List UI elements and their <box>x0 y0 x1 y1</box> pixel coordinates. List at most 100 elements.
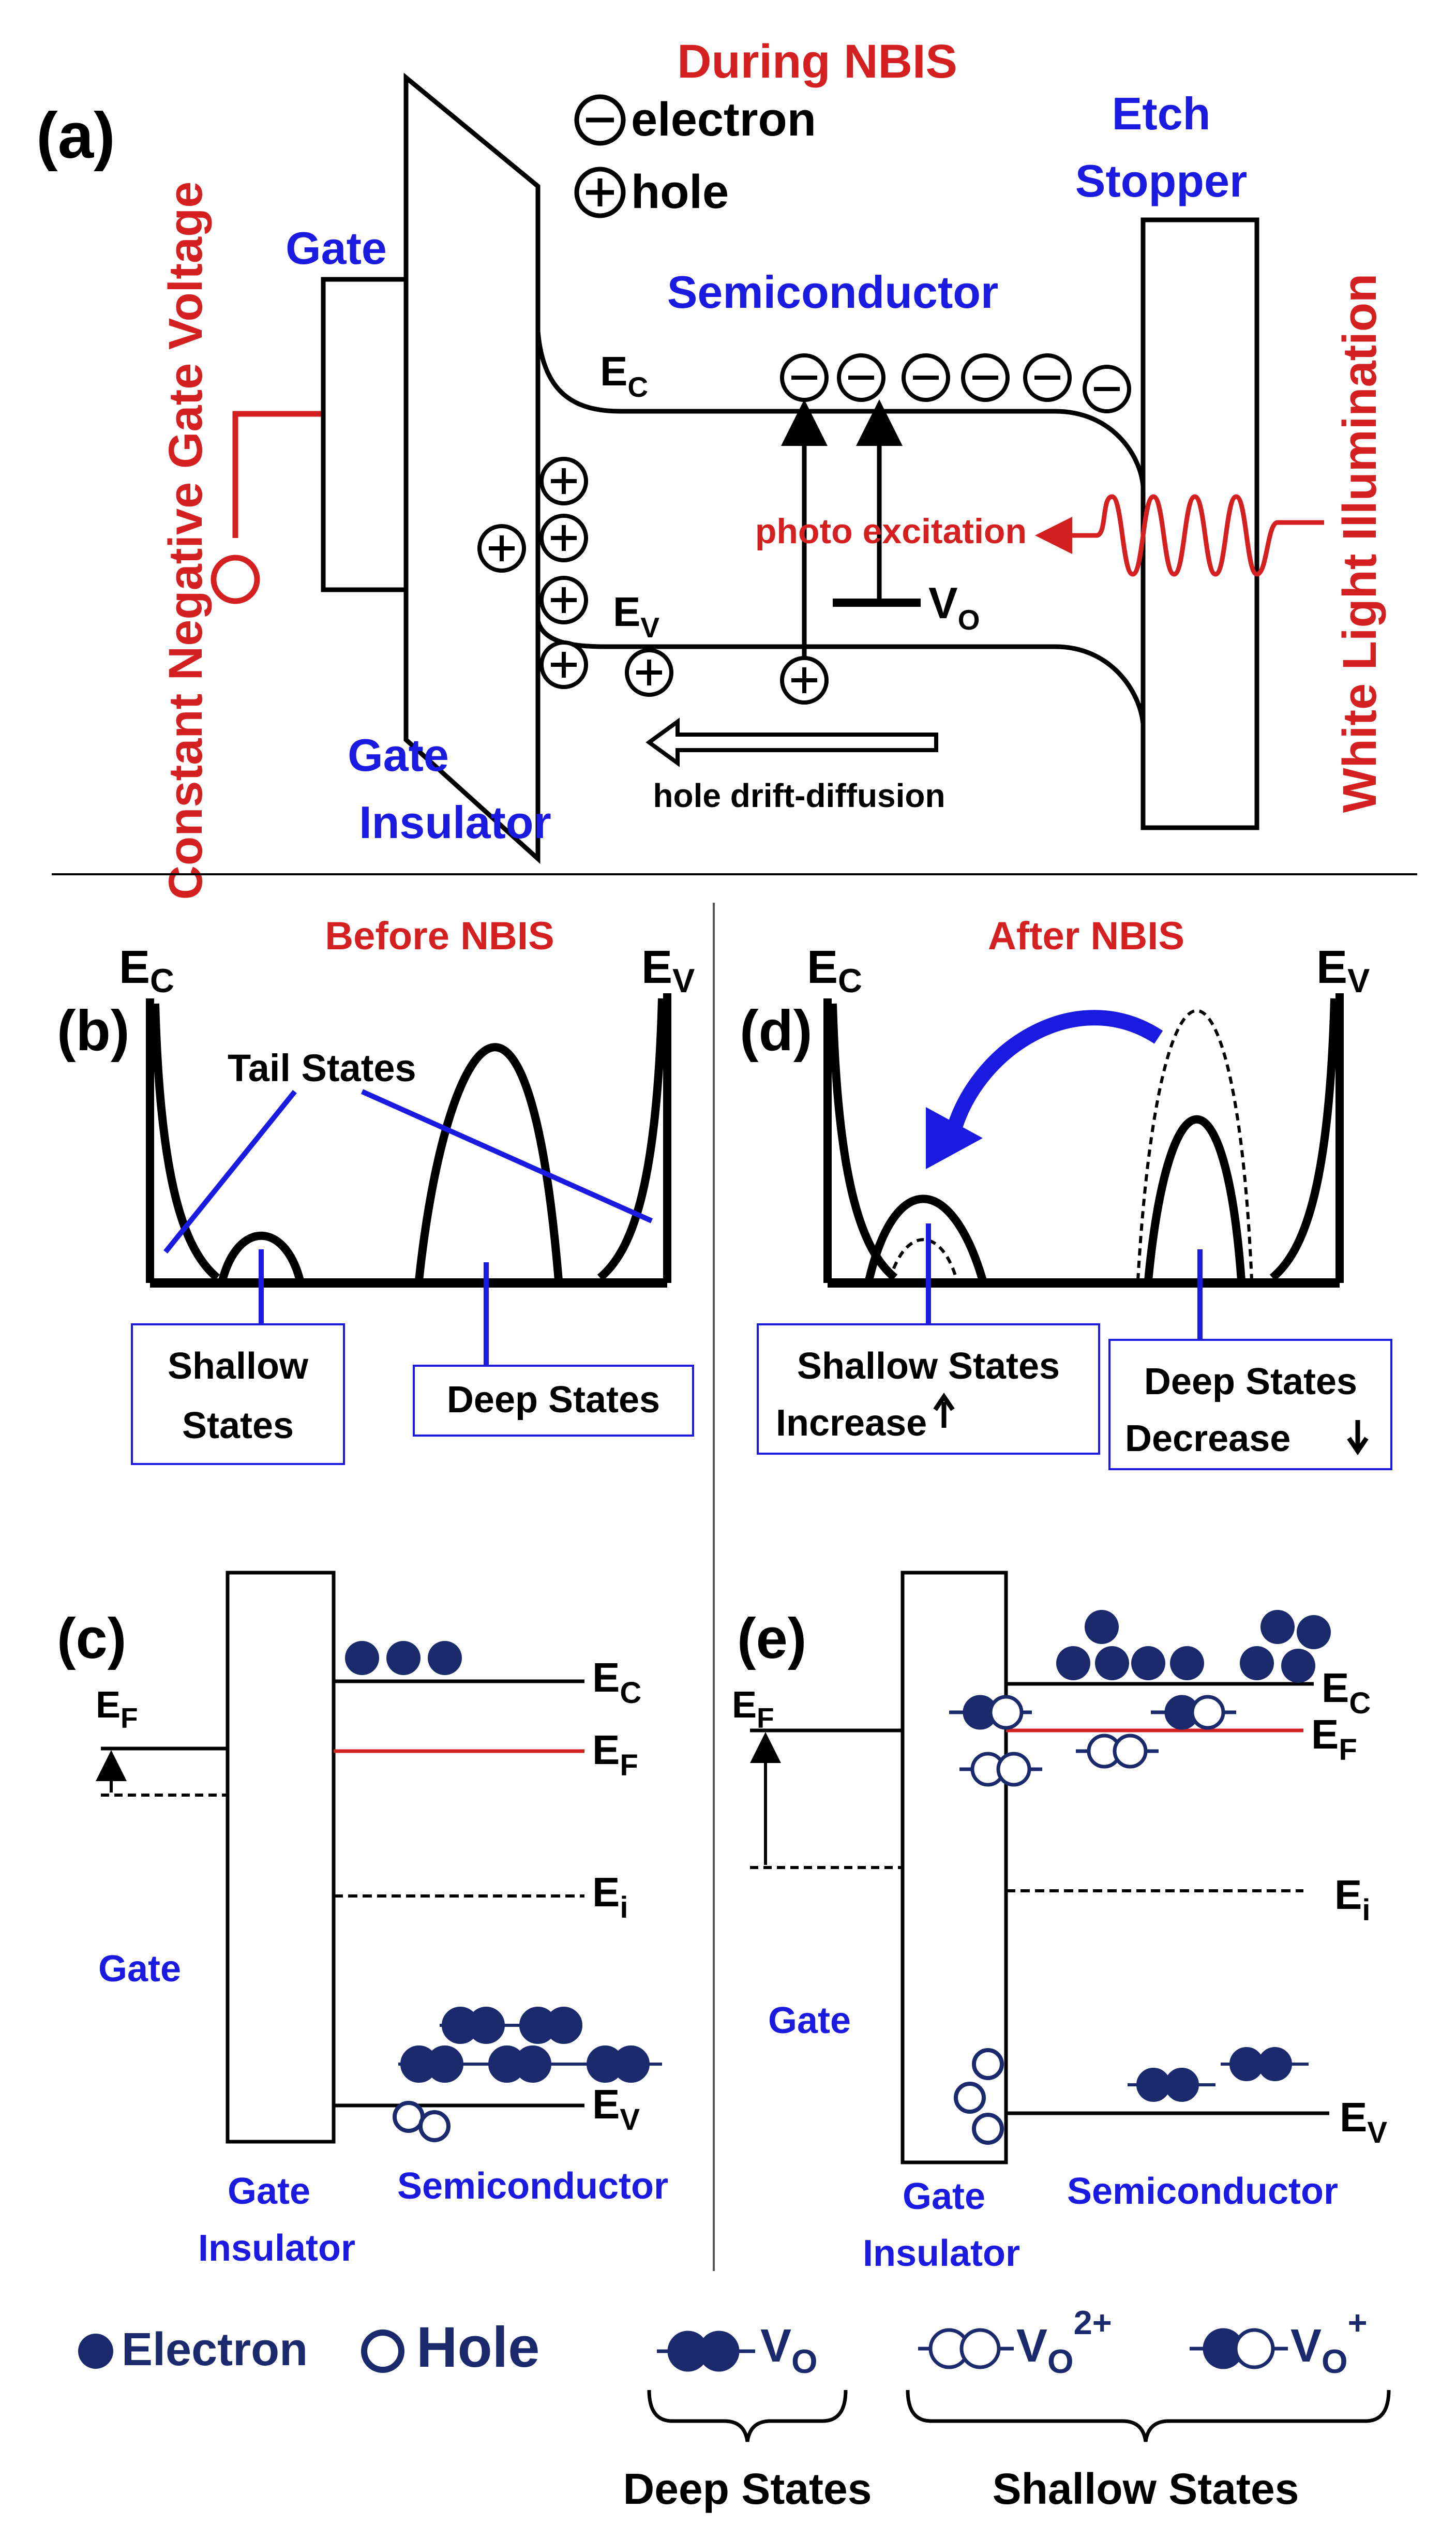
legend-electron-text: electron <box>631 93 816 146</box>
tail-states-pointer-left <box>163 1089 297 1254</box>
panel-c-gate: Gate <box>98 1948 181 1990</box>
gate-wire <box>232 411 323 538</box>
state-conversion-arrow-body <box>944 1010 1163 1140</box>
shallow-states-box <box>131 1323 345 1465</box>
decrease-arrow-icon <box>1347 1420 1369 1456</box>
white-light-illumination-label: White Light Illumination <box>1333 274 1386 813</box>
panel-c-semiconductor: Semiconductor <box>397 2165 668 2207</box>
panel-e-ef-left: EF <box>732 1684 774 1734</box>
electron-symbols <box>780 353 1131 413</box>
panel-c-ef-left: EF <box>96 1684 138 1734</box>
hole-drift-arrow <box>646 718 938 767</box>
panel-d: After NBIS EC EV (d) Shallow States Incr… <box>740 914 1392 1470</box>
legend-electron-label: Electron <box>122 2324 308 2376</box>
panel-d-shallow-peak-before <box>888 1238 958 1281</box>
semiconductor-label: Semiconductor <box>667 266 999 318</box>
vo2-legend-icon <box>918 2328 1014 2369</box>
deep-states-text: Deep States <box>447 1379 660 1421</box>
panel-a-title: During NBIS <box>677 35 957 88</box>
vo1-legend-icon <box>1190 2328 1288 2369</box>
panel-b-title: Before NBIS <box>325 914 554 958</box>
panel-b: Before NBIS EC EV (b) Tail States Shallo… <box>57 914 695 1465</box>
legend-hole-text: hole <box>631 166 729 218</box>
tail-states-pointer-right <box>361 1089 653 1223</box>
electron-legend-icon <box>78 2334 113 2369</box>
panel-d-walls <box>823 993 1344 1283</box>
legend-vo1-label: VO+ <box>1290 2304 1368 2380</box>
panel-b-ec-tail <box>151 1003 220 1281</box>
panel-e-insulator-label-1: Gate <box>903 2176 985 2217</box>
panel-c-ef: EF <box>592 1727 638 1782</box>
panel-b-shallow-peak <box>218 1231 304 1282</box>
panel-c-label: (c) <box>57 1607 126 1670</box>
panel-d-ec-tail <box>829 1003 898 1281</box>
valence-band-edge <box>535 620 1146 725</box>
tail-states-label: Tail States <box>228 1047 416 1089</box>
panel-e-ev: EV <box>1340 2094 1387 2149</box>
legend-vo-label: VO <box>760 2320 818 2380</box>
panel-b-ev-tail <box>597 998 666 1281</box>
panel-d-label: (d) <box>740 999 812 1063</box>
hole-drift-label: hole drift-diffusion <box>653 777 945 814</box>
deep-states-box <box>413 1365 694 1437</box>
panel-a-label: (a) <box>36 100 115 172</box>
deep-decrease-box <box>1108 1339 1392 1470</box>
gate-electrode <box>321 277 409 592</box>
conduction-band-edge <box>535 331 1146 487</box>
panel-c-conduction-electrons <box>345 1641 462 1675</box>
deep-decrease-line2: Decrease <box>1125 1418 1290 1459</box>
legend-vo2-label: VO2+ <box>1016 2304 1112 2380</box>
state-conversion-arrowhead <box>926 1107 983 1169</box>
panel-e-conduction-electrons <box>1056 1610 1331 1683</box>
panel-e-shallow-states <box>949 1695 1236 1787</box>
panel-a: (a) During NBIS electron hole Etch Stopp… <box>36 35 1386 900</box>
panel-c-deep-states <box>398 2007 662 2083</box>
panel-d-shallow-peak-after <box>865 1194 987 1282</box>
legend-deep-states: Deep States <box>623 2465 872 2513</box>
vo-label: VO <box>928 579 980 636</box>
shallow-increase-box <box>757 1323 1100 1455</box>
electron-legend-symbol <box>574 94 626 146</box>
panel-b-ev: EV <box>641 942 695 999</box>
gate-insulator-shape <box>403 72 541 864</box>
panel-d-deep-peak-after <box>1144 1115 1245 1281</box>
deep-decrease-line1: Deep States <box>1144 1361 1357 1402</box>
panel-d-ev-tail <box>1269 998 1339 1281</box>
panel-e: (e) EF EC EF Ei EV <box>732 1571 1387 2274</box>
light-wave <box>1095 494 1324 577</box>
panel-b-deep-peak <box>415 1043 563 1281</box>
etch-stopper-label-2: Stopper <box>1075 155 1247 206</box>
ev-label: EV <box>613 589 659 644</box>
gate-label: Gate <box>286 222 387 274</box>
hole-legend-icon <box>361 2329 404 2373</box>
increase-arrow-icon <box>933 1392 955 1428</box>
constant-negative-gate-voltage-label: Constant Negative Gate Voltage <box>159 182 212 900</box>
shallow-states-line1: Shallow <box>168 1346 309 1387</box>
panel-d-ec: EC <box>807 942 862 999</box>
panel-e-holes <box>954 2048 1004 2145</box>
gate-insulator-label-2: Insulator <box>359 797 551 848</box>
shallow-states-line2: States <box>182 1405 294 1446</box>
panel-c-holes <box>393 2101 451 2142</box>
ec-label: EC <box>600 348 648 403</box>
panel-c-insulator-label-2: Insulator <box>198 2228 355 2269</box>
panel-e-semiconductor: Semiconductor <box>1067 2171 1338 2212</box>
panel-e-deep-states <box>1128 2047 1309 2102</box>
hole-legend-symbol <box>574 167 626 218</box>
panel-e-gate: Gate <box>768 2000 851 2041</box>
panel-c-ei: Ei <box>592 1869 628 1924</box>
panel-d-title: After NBIS <box>988 914 1184 958</box>
panel-d-deep-peak-before <box>1136 1009 1253 1281</box>
panel-e-label: (e) <box>737 1607 806 1670</box>
gate-terminal <box>211 555 260 604</box>
panel-c-insulator-label-1: Gate <box>228 2171 310 2212</box>
bottom-legend: Electron Hole VO VO2+ VO+ Deep States Sh… <box>78 2304 1391 2513</box>
etch-stopper-label-1: Etch <box>1112 88 1211 139</box>
panel-e-ec: EC <box>1322 1665 1371 1720</box>
shallow-increase-line1: Shallow States <box>797 1346 1060 1387</box>
gate-insulator-label-1: Gate <box>348 729 449 781</box>
panel-d-ev: EV <box>1316 942 1370 999</box>
hole-symbols <box>477 457 829 705</box>
panel-e-ef: EF <box>1311 1711 1357 1767</box>
